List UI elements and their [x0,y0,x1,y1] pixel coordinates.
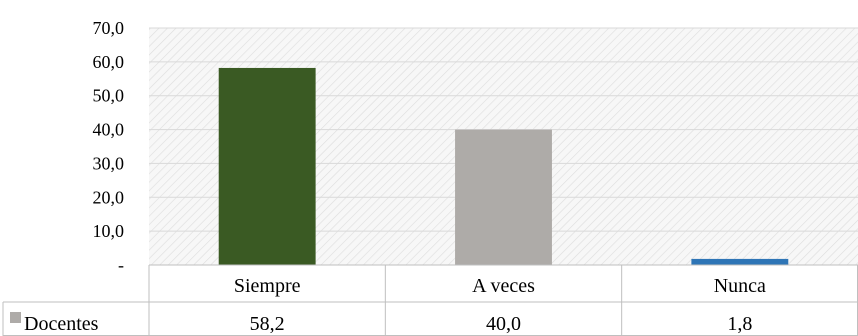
y-tick-label: 40,0 [93,120,125,140]
x-category-label: Siempre [234,275,301,297]
bar-a-veces [455,129,552,265]
data-value-label: 1,8 [727,313,752,335]
data-value-label: 58,2 [250,313,285,335]
x-category-label: Nunca [714,275,766,297]
y-tick-label: 30,0 [93,153,125,173]
y-tick-label: 70,0 [93,18,125,38]
data-table: Siempre 58,2 A veces 40,0 Nunca 1,8 Docentes [2,264,858,336]
bar-nunca [691,258,789,265]
data-value-label: 40,0 [486,313,521,335]
y-tick-label: 50,0 [93,86,125,106]
series-name-label: Docentes [24,313,99,335]
bars-group [218,67,789,265]
y-tick-label: 20,0 [93,187,125,207]
legend-key-swatch [10,312,21,323]
y-tick-label: 60,0 [93,52,125,72]
x-category-label: A veces [472,275,535,297]
y-tick-label: 10,0 [93,221,125,241]
y-axis: - 10,0 20,0 30,0 40,0 50,0 60,0 70,0 [93,18,125,275]
bar-siempre [218,67,316,265]
y-tick-label: - [118,255,124,275]
